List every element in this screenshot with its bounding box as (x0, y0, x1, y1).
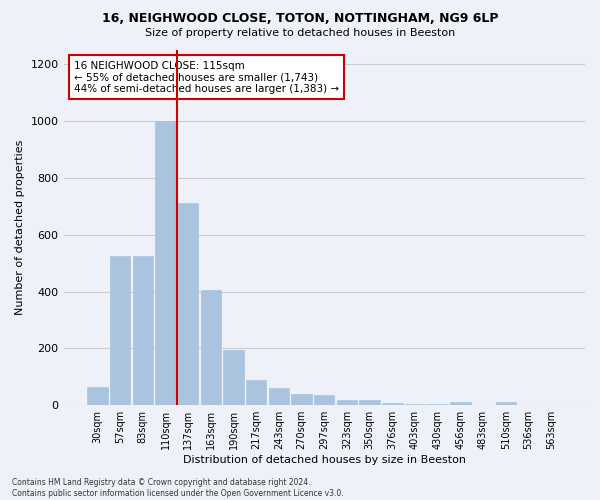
Y-axis label: Number of detached properties: Number of detached properties (15, 140, 25, 316)
Bar (87, 386, 107, 405)
Bar (269, 388, 289, 405)
Bar (359, 400, 380, 405)
Bar (427, 404, 448, 405)
Bar (405, 404, 425, 405)
Bar (496, 402, 516, 405)
Bar (450, 402, 470, 405)
Bar (110, 256, 130, 405)
Bar (178, 204, 199, 405)
Bar (292, 394, 312, 405)
Bar (246, 380, 266, 405)
Bar (133, 256, 153, 405)
Bar (314, 396, 334, 405)
Bar (223, 350, 244, 405)
Text: 16, NEIGHWOOD CLOSE, TOTON, NOTTINGHAM, NG9 6LP: 16, NEIGHWOOD CLOSE, TOTON, NOTTINGHAM, … (102, 12, 498, 26)
Bar (155, 121, 176, 405)
Text: Contains HM Land Registry data © Crown copyright and database right 2024.
Contai: Contains HM Land Registry data © Crown c… (12, 478, 344, 498)
Text: 16 NEIGHWOOD CLOSE: 115sqm
← 55% of detached houses are smaller (1,743)
44% of s: 16 NEIGHWOOD CLOSE: 115sqm ← 55% of deta… (74, 60, 339, 94)
Bar (337, 400, 357, 405)
X-axis label: Distribution of detached houses by size in Beeston: Distribution of detached houses by size … (183, 455, 466, 465)
Text: Size of property relative to detached houses in Beeston: Size of property relative to detached ho… (145, 28, 455, 38)
Bar (382, 403, 403, 405)
Bar (200, 290, 221, 405)
